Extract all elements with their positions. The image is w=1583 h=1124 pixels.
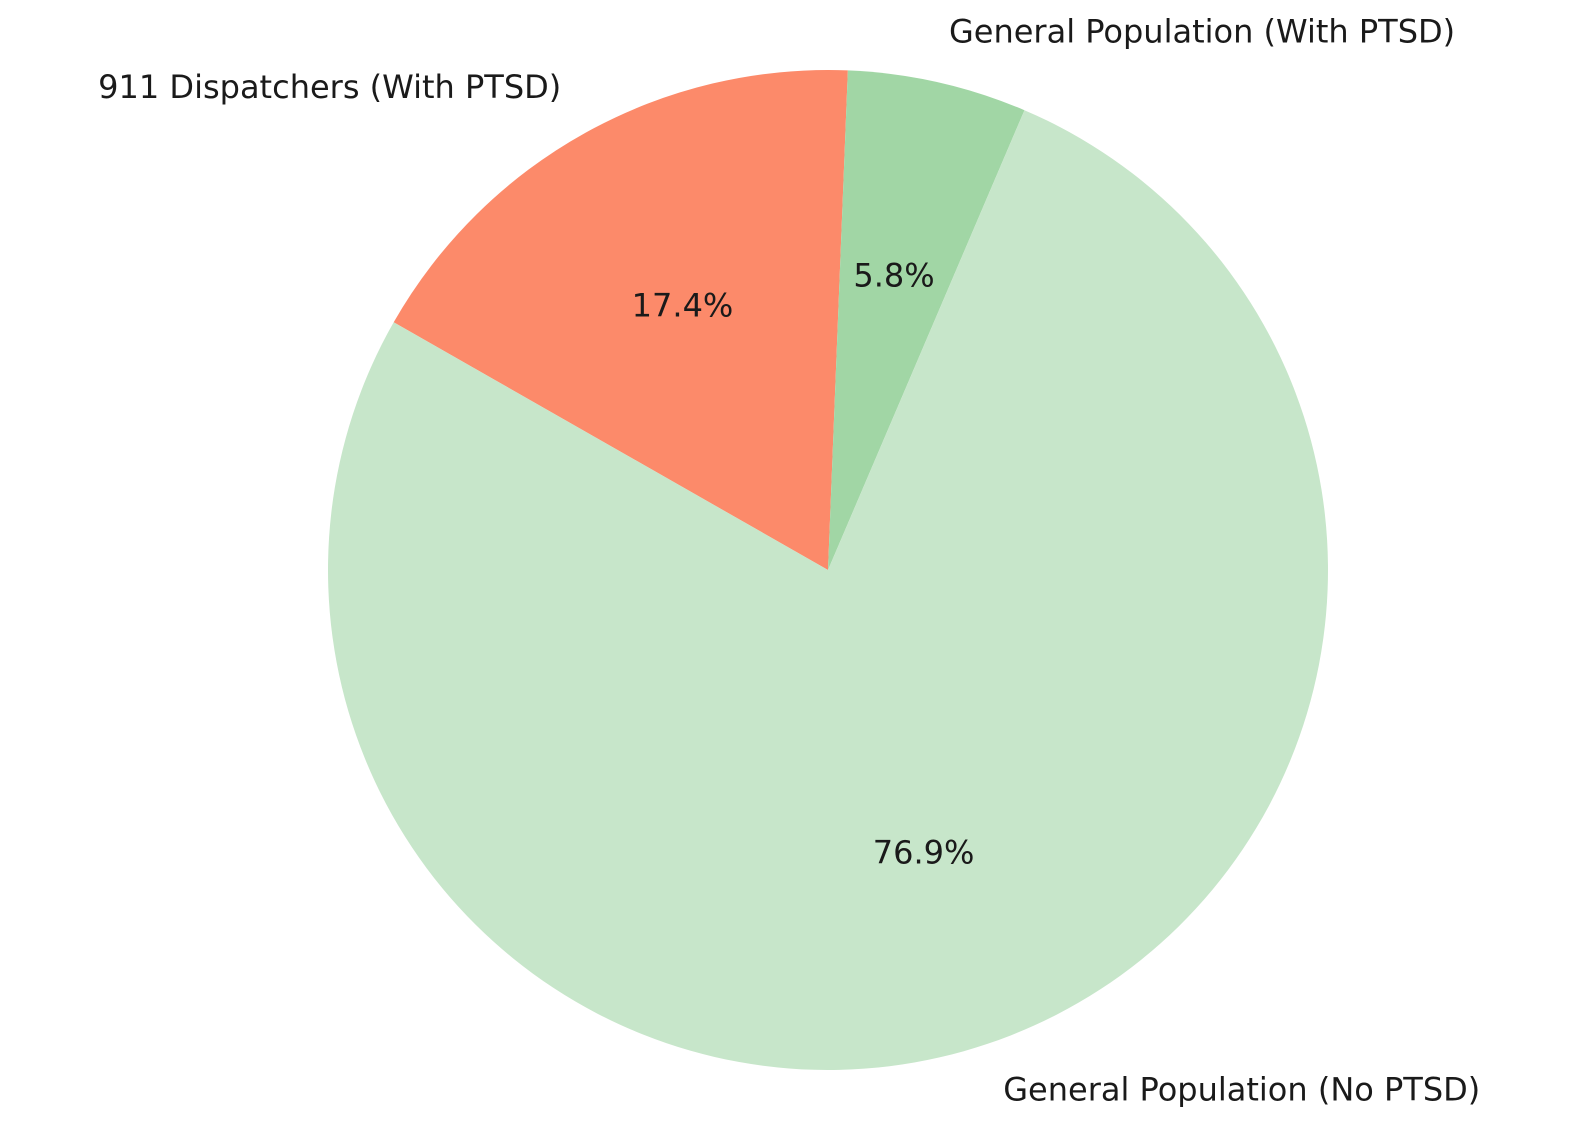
percent-label: 17.4% xyxy=(632,287,734,325)
pie-slice xyxy=(328,110,1328,1070)
slice-label: General Population (With PTSD) xyxy=(949,12,1455,50)
slice-label: General Population (No PTSD) xyxy=(1003,1070,1480,1108)
pie-slice xyxy=(393,70,848,571)
slice-label: 911 Dispatchers (With PTSD) xyxy=(98,68,561,106)
percent-label: 76.9% xyxy=(873,833,975,871)
percent-label: 5.8% xyxy=(853,256,934,294)
pie-slice xyxy=(828,70,1025,571)
